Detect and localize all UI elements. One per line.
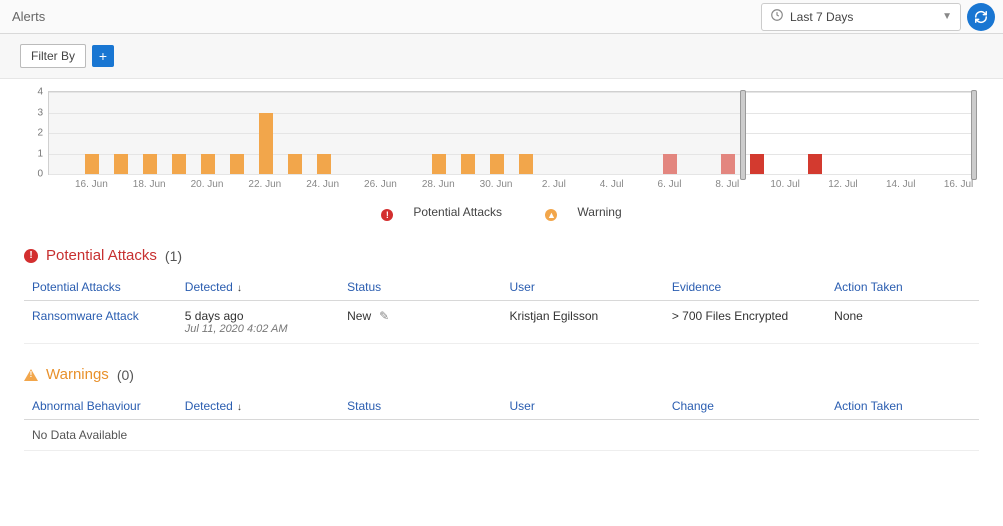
page-title: Alerts [0, 9, 761, 24]
x-tick-label: 18. Jun [133, 179, 166, 190]
x-tick-label: 14. Jul [886, 179, 915, 190]
section-count: (0) [117, 367, 134, 383]
column-header[interactable]: Detected↓ [177, 393, 339, 420]
chart-bar[interactable] [230, 154, 244, 175]
chart-bar[interactable] [259, 113, 273, 175]
chart-bar[interactable] [808, 154, 822, 175]
exclamation-icon: ! [381, 209, 393, 221]
chart-legend: !Potential Attacks ▲Warning [0, 191, 1003, 233]
chart-bar[interactable] [490, 154, 504, 175]
cell-detected: 5 days agoJul 11, 2020 4:02 AM [177, 301, 339, 344]
section-header-warnings: Warnings (0) [24, 366, 979, 383]
refresh-icon [974, 10, 988, 24]
x-tick-label: 30. Jun [480, 179, 513, 190]
column-header[interactable]: Status [339, 274, 501, 301]
section-header-attacks: ! Potential Attacks (1) [24, 247, 979, 264]
column-header[interactable]: Status [339, 393, 501, 420]
section-title: Warnings [46, 366, 109, 383]
x-tick-label: 24. Jun [306, 179, 339, 190]
chart-bar[interactable] [721, 154, 735, 175]
y-tick-label: 1 [29, 148, 43, 159]
column-header[interactable]: User [501, 274, 663, 301]
range-handle-start[interactable] [740, 90, 746, 180]
section-title: Potential Attacks [46, 247, 157, 264]
clock-icon [770, 8, 784, 25]
chevron-down-icon: ▼ [942, 11, 952, 22]
y-tick-label: 4 [29, 87, 43, 98]
x-tick-label: 16. Jun [75, 179, 108, 190]
chart-bar[interactable] [750, 154, 764, 175]
y-tick-label: 3 [29, 107, 43, 118]
table-row-empty: No Data Available [24, 420, 979, 451]
chart-bar[interactable] [317, 154, 331, 175]
section-count: (1) [165, 248, 182, 264]
refresh-button[interactable] [967, 3, 995, 31]
legend-item-warning: ▲Warning [535, 205, 631, 219]
warnings-table: Abnormal BehaviourDetected↓StatusUserCha… [24, 393, 979, 451]
attack-name-link[interactable]: Ransomware Attack [32, 309, 139, 323]
x-tick-label: 8. Jul [715, 179, 739, 190]
x-tick-label: 16. Jul [944, 179, 973, 190]
edit-status-icon[interactable]: ✎ [379, 309, 389, 323]
x-tick-label: 10. Jul [770, 179, 799, 190]
table-row: Ransomware Attack 5 days agoJul 11, 2020 … [24, 301, 979, 344]
add-filter-button[interactable]: + [92, 45, 114, 67]
chart-bar[interactable] [143, 154, 157, 175]
column-header[interactable]: Detected↓ [177, 274, 339, 301]
x-tick-label: 20. Jun [191, 179, 224, 190]
legend-item-attacks: !Potential Attacks [371, 205, 512, 219]
empty-message: No Data Available [24, 420, 979, 451]
page-header: Alerts Last 7 Days ▼ [0, 0, 1003, 34]
chart-plot-area: 01234 [48, 91, 975, 175]
y-tick-label: 2 [29, 128, 43, 139]
column-header[interactable]: Evidence [664, 274, 826, 301]
warning-icon: ▲ [545, 209, 557, 221]
alerts-chart: 01234 16. Jun18. Jun20. Jun22. Jun24. Ju… [0, 79, 1003, 191]
chart-bar[interactable] [519, 154, 533, 175]
column-header[interactable]: Change [664, 393, 826, 420]
filter-bar: Filter By + [0, 34, 1003, 79]
column-header[interactable]: Potential Attacks [24, 274, 177, 301]
x-tick-label: 6. Jul [658, 179, 682, 190]
x-tick-label: 26. Jun [364, 179, 397, 190]
warnings-section: Warnings (0) Abnormal BehaviourDetected↓… [0, 352, 1003, 459]
chart-bar[interactable] [114, 154, 128, 175]
column-header[interactable]: Action Taken [826, 393, 979, 420]
chart-bar[interactable] [85, 154, 99, 175]
potential-attacks-table: Potential AttacksDetected↓StatusUserEvid… [24, 274, 979, 344]
column-header[interactable]: User [501, 393, 663, 420]
cell-evidence: > 700 Files Encrypted [664, 301, 826, 344]
chart-bar[interactable] [663, 154, 677, 175]
chart-bar[interactable] [172, 154, 186, 175]
date-range-label: Last 7 Days [790, 10, 942, 24]
chart-bar[interactable] [461, 154, 475, 175]
cell-action: None [826, 301, 979, 344]
x-tick-label: 2. Jul [542, 179, 566, 190]
filter-by-button[interactable]: Filter By [20, 44, 86, 68]
sort-arrow-icon: ↓ [237, 283, 242, 294]
x-tick-label: 4. Jul [600, 179, 624, 190]
x-tick-label: 28. Jun [422, 179, 455, 190]
cell-user: Kristjan Egilsson [501, 301, 663, 344]
range-handle-end[interactable] [971, 90, 977, 180]
potential-attacks-section: ! Potential Attacks (1) Potential Attack… [0, 233, 1003, 352]
x-tick-label: 22. Jun [248, 179, 281, 190]
y-tick-label: 0 [29, 169, 43, 180]
chart-bar[interactable] [288, 154, 302, 175]
warning-triangle-icon [24, 369, 38, 381]
x-tick-label: 12. Jul [828, 179, 857, 190]
date-range-selector[interactable]: Last 7 Days ▼ [761, 3, 961, 31]
column-header[interactable]: Action Taken [826, 274, 979, 301]
cell-status: New✎ [339, 301, 501, 344]
exclamation-icon: ! [24, 249, 38, 263]
sort-arrow-icon: ↓ [237, 402, 242, 413]
chart-bar[interactable] [201, 154, 215, 175]
column-header[interactable]: Abnormal Behaviour [24, 393, 177, 420]
chart-bar[interactable] [432, 154, 446, 175]
